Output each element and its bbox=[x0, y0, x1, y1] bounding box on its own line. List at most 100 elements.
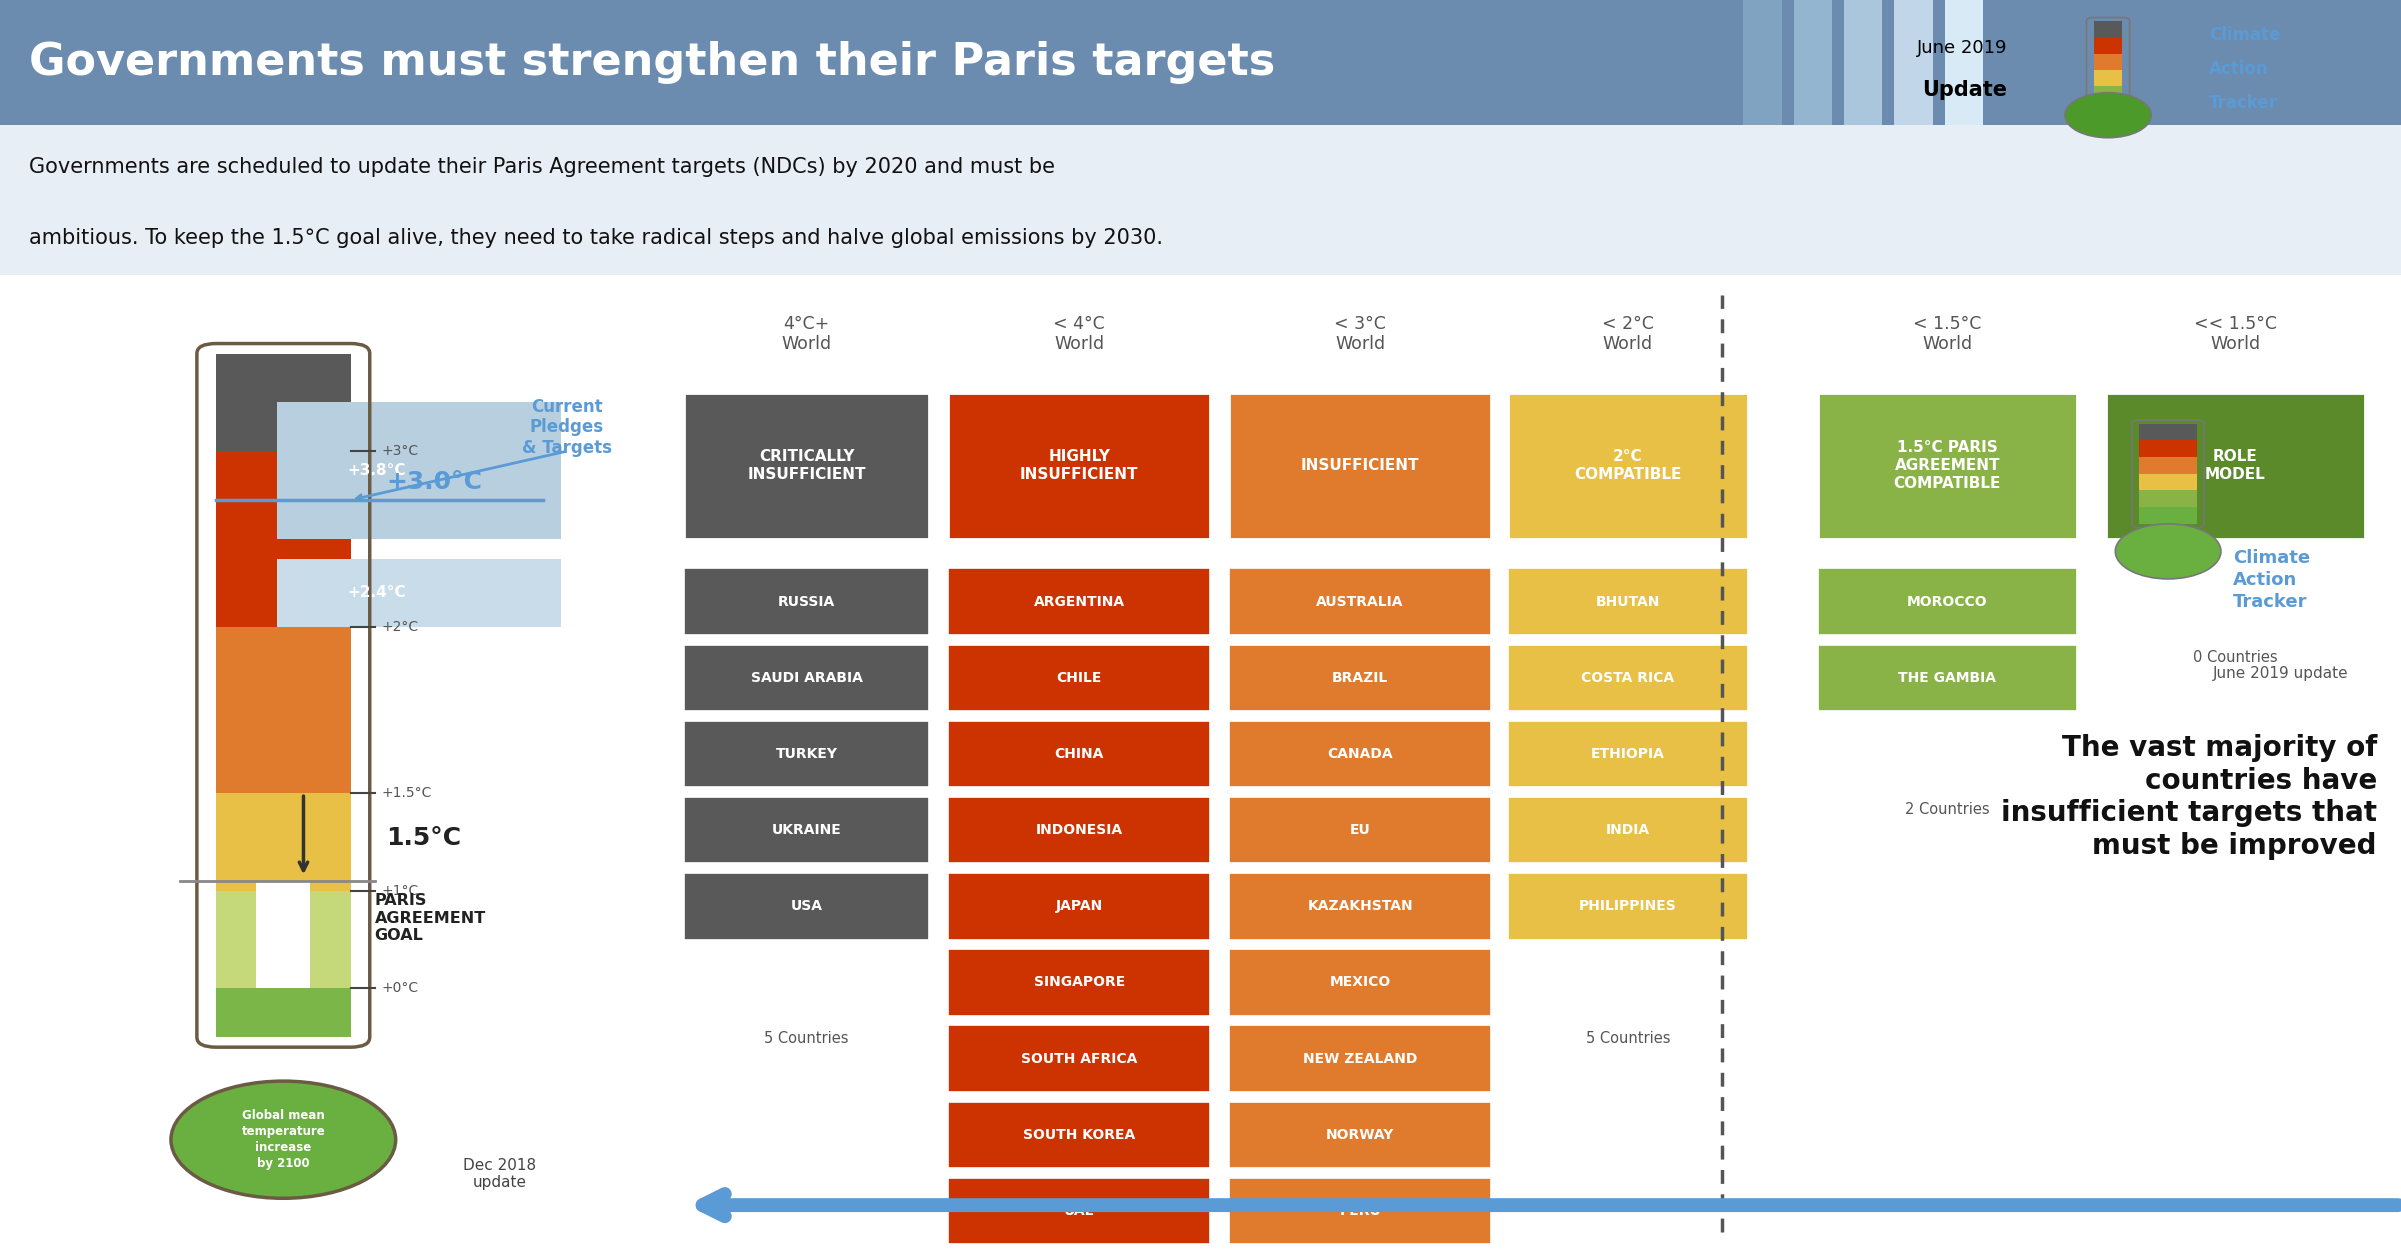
Bar bbox=[1508, 645, 1748, 711]
Text: Governments are scheduled to update their Paris Agreement targets (NDCs) by 2020: Governments are scheduled to update thei… bbox=[29, 158, 1054, 178]
Text: 4°C+
World: 4°C+ World bbox=[783, 314, 831, 353]
Text: MEXICO: MEXICO bbox=[1330, 975, 1390, 989]
Bar bbox=[684, 873, 929, 939]
Bar bbox=[948, 568, 1210, 635]
Bar bbox=[1508, 798, 1748, 864]
Bar bbox=[2094, 21, 2122, 38]
Text: CHINA: CHINA bbox=[1054, 747, 1104, 761]
Bar bbox=[948, 798, 1210, 864]
Text: << 1.5°C
World: << 1.5°C World bbox=[2195, 314, 2276, 353]
Bar bbox=[948, 721, 1210, 788]
Text: Current
Pledges
& Targets: Current Pledges & Targets bbox=[521, 398, 612, 457]
Bar bbox=[1818, 568, 2077, 635]
Text: USA: USA bbox=[790, 899, 824, 913]
Bar bbox=[2094, 54, 2122, 70]
Text: THE GAMBIA: THE GAMBIA bbox=[1899, 671, 1995, 685]
Bar bbox=[216, 451, 351, 627]
Bar bbox=[1229, 873, 1491, 939]
Bar bbox=[2139, 491, 2197, 507]
Text: NORWAY: NORWAY bbox=[1325, 1128, 1395, 1142]
Bar bbox=[216, 627, 351, 793]
Text: < 1.5°C
World: < 1.5°C World bbox=[1914, 314, 1981, 353]
Text: COSTA RICA: COSTA RICA bbox=[1582, 671, 1673, 685]
Text: INDIA: INDIA bbox=[1606, 823, 1649, 838]
Bar bbox=[2139, 441, 2197, 457]
FancyBboxPatch shape bbox=[276, 558, 562, 627]
Text: INDONESIA: INDONESIA bbox=[1035, 823, 1124, 838]
Text: Update: Update bbox=[1923, 80, 2007, 100]
Circle shape bbox=[2115, 523, 2221, 578]
Text: EU: EU bbox=[1349, 823, 1371, 838]
Bar bbox=[2139, 457, 2197, 473]
Text: Dec 2018
update: Dec 2018 update bbox=[463, 1158, 535, 1191]
Bar bbox=[257, 881, 310, 988]
Bar bbox=[2139, 507, 2197, 523]
Bar bbox=[1229, 1178, 1491, 1244]
Text: +3.8°C: +3.8°C bbox=[348, 463, 406, 478]
Text: SAUDI ARABIA: SAUDI ARABIA bbox=[752, 671, 862, 685]
Bar bbox=[1229, 949, 1491, 1015]
Bar bbox=[1229, 393, 1491, 540]
Bar bbox=[1508, 393, 1748, 540]
Text: Action: Action bbox=[2209, 60, 2269, 78]
Bar bbox=[1818, 645, 2077, 711]
Bar bbox=[216, 353, 351, 451]
Text: TURKEY: TURKEY bbox=[776, 747, 838, 761]
Text: BRAZIL: BRAZIL bbox=[1333, 671, 1388, 685]
Text: +3°C: +3°C bbox=[382, 444, 418, 458]
Text: +3.0°C: +3.0°C bbox=[387, 470, 483, 493]
Text: 2°C
COMPATIBLE: 2°C COMPATIBLE bbox=[1575, 449, 1681, 482]
Text: SOUTH KOREA: SOUTH KOREA bbox=[1023, 1128, 1136, 1142]
Text: UAE: UAE bbox=[1064, 1204, 1095, 1218]
Bar bbox=[684, 798, 929, 864]
Bar bbox=[1229, 645, 1491, 711]
Circle shape bbox=[170, 1082, 396, 1198]
Bar bbox=[1229, 721, 1491, 788]
Text: 2 Countries: 2 Countries bbox=[1904, 803, 1990, 818]
Bar bbox=[1844, 0, 1882, 125]
Bar bbox=[1508, 721, 1748, 788]
Bar bbox=[1508, 568, 1748, 635]
Text: PERU: PERU bbox=[1340, 1204, 1381, 1218]
Bar bbox=[216, 890, 351, 988]
Bar bbox=[2094, 38, 2122, 54]
Text: 0 Countries: 0 Countries bbox=[2192, 650, 2279, 665]
Text: CHILE: CHILE bbox=[1056, 671, 1102, 685]
Text: CANADA: CANADA bbox=[1328, 747, 1393, 761]
Text: 5 Countries: 5 Countries bbox=[1585, 1030, 1671, 1045]
Text: < 4°C
World: < 4°C World bbox=[1054, 314, 1104, 353]
Text: June 2019 update: June 2019 update bbox=[2214, 666, 2348, 681]
Text: AUSTRALIA: AUSTRALIA bbox=[1316, 595, 1405, 608]
Text: HIGHLY
INSUFFICIENT: HIGHLY INSUFFICIENT bbox=[1020, 449, 1138, 482]
Bar bbox=[2139, 473, 2197, 491]
Bar bbox=[2094, 70, 2122, 86]
Bar bbox=[948, 393, 1210, 540]
Text: +1.5°C: +1.5°C bbox=[382, 786, 432, 800]
Text: ETHIOPIA: ETHIOPIA bbox=[1592, 747, 1664, 761]
Bar bbox=[948, 1102, 1210, 1168]
Text: MOROCCO: MOROCCO bbox=[1906, 595, 1988, 608]
Text: RUSSIA: RUSSIA bbox=[778, 595, 836, 608]
Text: NEW ZEALAND: NEW ZEALAND bbox=[1304, 1052, 1417, 1065]
Bar bbox=[2139, 423, 2197, 441]
Bar bbox=[684, 645, 929, 711]
Text: SOUTH AFRICA: SOUTH AFRICA bbox=[1020, 1052, 1138, 1065]
Text: +2.4°C: +2.4°C bbox=[348, 586, 406, 600]
Bar bbox=[1743, 0, 1782, 125]
Text: SINGAPORE: SINGAPORE bbox=[1032, 975, 1126, 989]
Bar bbox=[216, 988, 351, 1037]
Text: The vast majority of
countries have
insufficient targets that
must be improved: The vast majority of countries have insu… bbox=[2000, 735, 2377, 860]
Bar bbox=[1508, 873, 1748, 939]
Text: ROLE
MODEL: ROLE MODEL bbox=[2204, 449, 2267, 482]
Text: Governments must strengthen their Paris targets: Governments must strengthen their Paris … bbox=[29, 41, 1275, 84]
Bar bbox=[1794, 0, 1832, 125]
Bar bbox=[948, 873, 1210, 939]
Bar bbox=[2106, 393, 2365, 540]
Bar bbox=[1229, 798, 1491, 864]
Bar bbox=[684, 393, 929, 540]
Bar bbox=[684, 568, 929, 635]
Bar bbox=[1229, 568, 1491, 635]
Text: PHILIPPINES: PHILIPPINES bbox=[1580, 899, 1676, 913]
Text: 1.5°C PARIS
AGREEMENT
COMPATIBLE: 1.5°C PARIS AGREEMENT COMPATIBLE bbox=[1894, 441, 2000, 491]
FancyBboxPatch shape bbox=[276, 402, 562, 540]
